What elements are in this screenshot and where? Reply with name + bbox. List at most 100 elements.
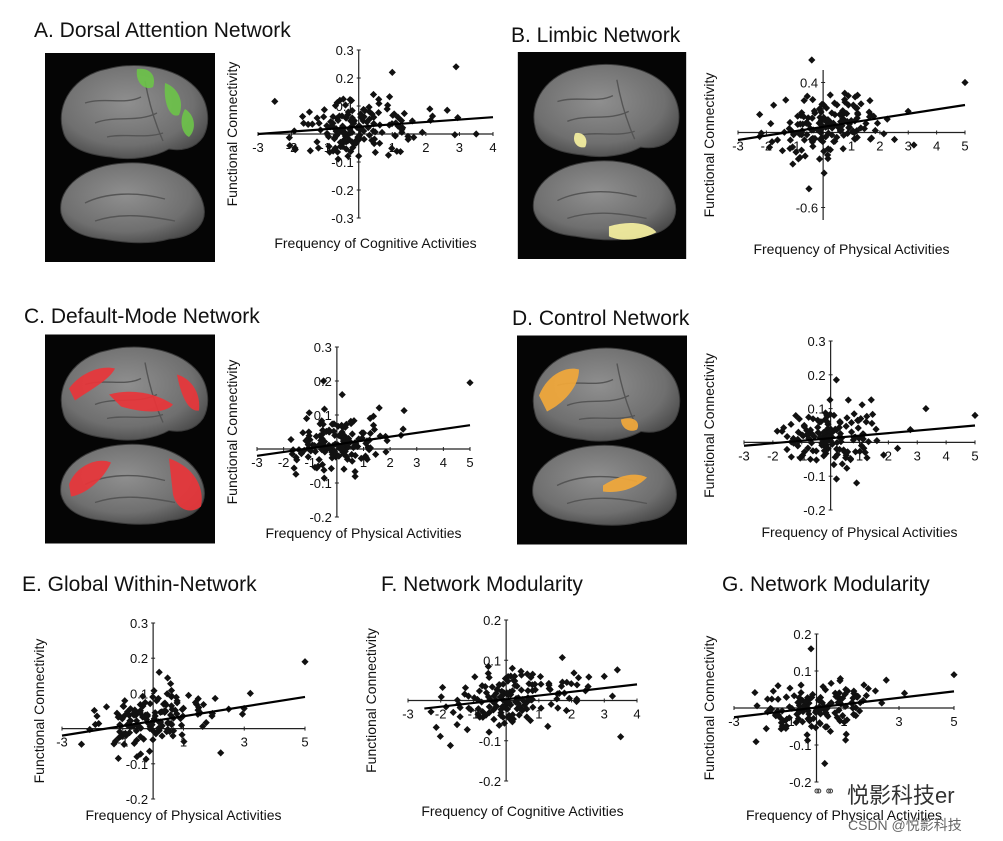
x-tick-label: 5 (950, 714, 957, 729)
data-point (133, 753, 141, 761)
x-axis-label: Frequency of Physical Activities (761, 524, 957, 540)
data-point (763, 695, 772, 703)
data-point (370, 425, 379, 434)
data-point (490, 715, 498, 723)
data-point (880, 130, 888, 138)
data-point (418, 128, 426, 136)
data-point (832, 376, 840, 384)
data-point (768, 695, 776, 703)
wechat-logo-icon: ⚭⚭ (812, 783, 836, 799)
x-tick-label: -1 (117, 735, 129, 750)
data-point (426, 105, 434, 113)
data-point (867, 396, 875, 404)
data-point (446, 741, 455, 750)
data-point (786, 136, 794, 144)
data-point (617, 733, 625, 741)
data-point (574, 674, 583, 682)
data-point (336, 142, 345, 151)
panel-d-brain-image (517, 335, 687, 545)
panel-d-title: D. Control Network (512, 307, 690, 330)
x-tick-label: 3 (241, 735, 248, 750)
data-point (971, 411, 979, 419)
data-point (217, 749, 225, 757)
x-tick-label: 4 (489, 140, 496, 155)
x-axis-label: Frequency of Physical Activities (746, 807, 942, 823)
data-point (287, 435, 295, 444)
data-point (863, 412, 871, 420)
data-point (774, 695, 782, 703)
data-point (121, 729, 130, 737)
data-point (800, 113, 808, 121)
data-point (789, 160, 797, 168)
data-point (372, 450, 380, 458)
data-point (809, 134, 817, 142)
data-point (333, 99, 341, 107)
data-point (900, 689, 909, 697)
data-point (778, 147, 787, 155)
data-point (762, 725, 770, 733)
data-point (102, 703, 111, 711)
y-tick-label: -0.2 (309, 510, 331, 525)
data-point (808, 114, 816, 122)
data-point (320, 106, 328, 114)
data-point (544, 722, 552, 730)
data-point (451, 131, 459, 139)
data-point (344, 434, 353, 443)
y-axis-label: Functional Connectivity (701, 636, 717, 781)
data-point (751, 688, 759, 697)
data-point (348, 138, 356, 146)
data-point (843, 414, 851, 422)
data-point (436, 732, 444, 740)
data-point (408, 117, 416, 125)
data-point (853, 91, 862, 99)
data-point (613, 666, 621, 674)
data-point (465, 704, 473, 712)
x-tick-label: 4 (933, 139, 940, 154)
data-point (376, 139, 384, 147)
y-tick-label: 0.3 (130, 616, 148, 631)
data-point (290, 464, 298, 472)
y-tick-label: -0.3 (331, 211, 353, 226)
data-point (801, 152, 809, 160)
x-tick-label: 5 (466, 455, 473, 470)
data-point (817, 108, 825, 116)
data-point (375, 95, 383, 103)
data-point (400, 109, 408, 118)
brain-medial-view (532, 160, 677, 241)
data-point (501, 674, 510, 683)
y-tick-label: 0.1 (808, 402, 826, 417)
y-tick-label: -0.6 (796, 201, 818, 216)
brain-lateral-view (533, 63, 680, 158)
x-tick-label: -1 (304, 455, 316, 470)
y-tick-label: 0.2 (808, 368, 826, 383)
data-point (334, 422, 342, 430)
x-tick-label: 5 (971, 448, 978, 463)
x-tick-label: 4 (633, 707, 640, 722)
data-point (302, 437, 310, 445)
data-point (308, 120, 316, 128)
brain-sulcus (106, 413, 164, 420)
data-point (873, 437, 881, 445)
data-point (842, 730, 850, 738)
data-point (378, 128, 386, 137)
data-point (301, 658, 309, 666)
data-point (847, 419, 856, 427)
x-tick-label: 2 (568, 707, 575, 722)
x-tick-label: 1 (848, 139, 855, 154)
panel-g-title: G. Network Modularity (722, 573, 930, 596)
data-point (383, 105, 391, 113)
data-point (835, 706, 843, 714)
data-point (320, 474, 328, 482)
data-point (857, 415, 865, 423)
data-point (400, 406, 408, 415)
data-point (608, 692, 617, 700)
data-point (471, 673, 479, 681)
data-point (752, 738, 760, 746)
network-region-highlight (539, 368, 579, 412)
x-tick-label: -2 (435, 707, 447, 722)
x-axis-label: Frequency of Cognitive Activities (421, 803, 623, 819)
data-point (850, 410, 858, 418)
data-point (388, 68, 396, 76)
